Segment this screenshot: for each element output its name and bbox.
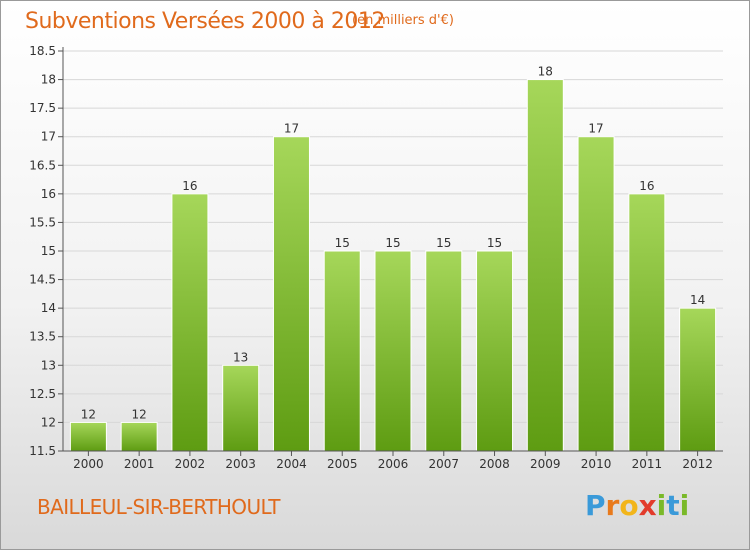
chart-subtitle: (en milliers d'€) [352, 13, 454, 28]
x-tick-label: 2006 [378, 457, 409, 471]
bar-2012 [679, 307, 717, 452]
y-tick-label: 15 [41, 244, 56, 258]
logo-letter: r [605, 489, 620, 522]
y-tick-label: 17.5 [29, 101, 56, 115]
bar-2002 [171, 193, 209, 452]
x-tick-label: 2007 [428, 457, 459, 471]
bar-2011 [628, 193, 666, 452]
labels: 11.5 12 12.5 13 13.5 14 14.5 15 15.5 16 16.5 17 17.5… [29, 44, 713, 471]
x-tick-label: 2009 [530, 457, 561, 471]
bar-2008 [476, 250, 514, 452]
logo-letter: x [638, 489, 657, 522]
value-label: 16 [639, 179, 654, 193]
y-tick-label: 12 [41, 415, 56, 429]
y-tick-label: 11.5 [29, 444, 56, 458]
proxiti-logo: Proxiti [585, 489, 689, 522]
value-label: 15 [436, 236, 451, 250]
bar-2003 [222, 364, 260, 452]
value-label: 15 [385, 236, 400, 250]
bar-2009 [526, 79, 564, 452]
logo-letter: t [666, 489, 680, 522]
y-tick-label: 16.5 [29, 158, 56, 172]
x-tick-label: 2012 [682, 457, 713, 471]
x-tick-label: 2008 [479, 457, 510, 471]
bar-2006 [374, 250, 412, 452]
x-tick-label: 2000 [73, 457, 104, 471]
x-tick-label: 2001 [124, 457, 155, 471]
logo-letter: o [619, 489, 639, 522]
value-label: 17 [284, 122, 299, 136]
x-tick-label: 2011 [632, 457, 663, 471]
y-tick-label: 16 [41, 187, 56, 201]
value-label: 15 [487, 236, 502, 250]
y-tick-label: 17 [41, 130, 56, 144]
value-label: 15 [335, 236, 350, 250]
y-tick-label: 18.5 [29, 44, 56, 58]
value-label: 17 [588, 122, 603, 136]
bar-2000 [69, 421, 107, 452]
value-label: 13 [233, 350, 248, 364]
chart-title: Subventions Versées 2000 à 2012 [25, 9, 385, 34]
axes [58, 47, 723, 456]
y-tick-label: 14.5 [29, 273, 56, 287]
y-tick-label: 14 [41, 301, 56, 315]
bar-2005 [323, 250, 361, 452]
logo-letter: i [679, 489, 690, 522]
x-tick-label: 2002 [175, 457, 206, 471]
x-tick-label: 2004 [276, 457, 307, 471]
location-name: BAILLEUL-SIR-BERTHOULT [37, 495, 281, 519]
bar-2001 [120, 421, 158, 452]
bar-2004 [272, 136, 310, 452]
y-tick-label: 15.5 [29, 215, 56, 229]
x-tick-label: 2005 [327, 457, 358, 471]
value-label: 14 [690, 293, 705, 307]
value-label: 12 [132, 407, 147, 421]
x-tick-label: 2010 [581, 457, 612, 471]
y-tick-label: 13 [41, 358, 56, 372]
value-label: 18 [538, 65, 553, 79]
bar-2010 [577, 136, 615, 452]
x-tick-label: 2003 [225, 457, 256, 471]
bars [69, 79, 717, 452]
y-tick-label: 18 [41, 73, 56, 87]
logo-letter: P [585, 489, 606, 522]
y-tick-label: 12.5 [29, 387, 56, 401]
value-label: 12 [81, 407, 96, 421]
logo-letter: i [656, 489, 667, 522]
y-tick-label: 13.5 [29, 330, 56, 344]
bar-2007 [425, 250, 463, 452]
value-label: 16 [182, 179, 197, 193]
